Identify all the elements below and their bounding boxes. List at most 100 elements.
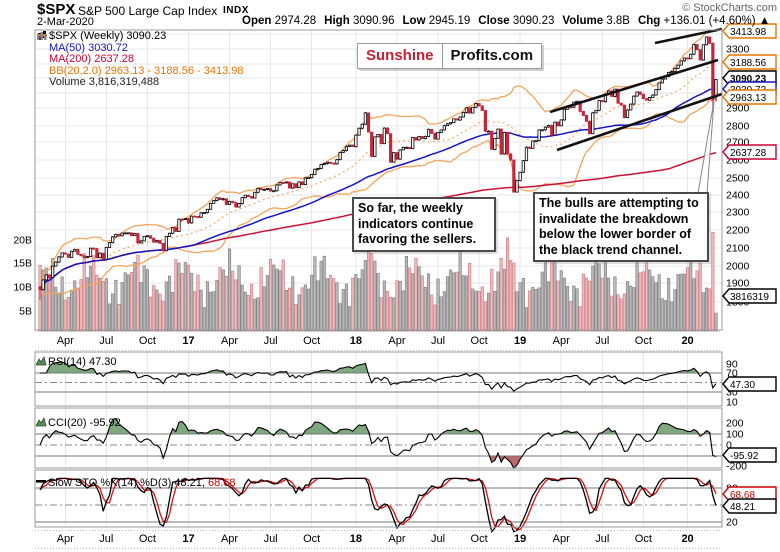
axis-tick-label: Jul [99,335,113,347]
axis-tick-label: 17 [182,335,194,347]
axis-tick-label: Oct [471,335,488,347]
axis-tick-label: Apr [388,335,405,347]
symbol-name: S&P 500 Large Cap Index [78,4,218,18]
svg-text:-95.92: -95.92 [730,451,759,462]
axis-tick-label: 70 [726,368,738,380]
axis-tick-label: Apr [57,533,74,545]
svg-text:2637.28: 2637.28 [730,148,767,159]
callout-wedge [697,100,715,194]
axis-tick-label: Jul [99,533,113,545]
axis-tick-label: 19 [514,533,526,545]
close-field: Close 3090.23 [478,15,555,27]
axis-tick-label: 20B [13,235,32,247]
svg-text:68.68: 68.68 [730,490,755,501]
axis-tick-label: 2000 [726,261,750,273]
axis-tick-label: 10B [13,282,32,294]
change-field: Chg +136.01 (+4.60%) ▲ [637,15,771,27]
svg-text:3090.23: 3090.23 [730,74,767,85]
axis-tick-label: 2800 [726,121,750,133]
panel-borders [34,29,723,549]
price-tag: 2637.28 [722,144,777,160]
axis-tick-label: Oct [635,335,652,347]
rsi-panel-label: RSI(14) 47.30 [36,356,116,368]
svg-text:3188.56: 3188.56 [730,58,767,69]
low-field: Low 2945.19 [402,15,471,27]
axis-tick-label: 20 [681,335,693,347]
cci-plot [35,417,722,470]
legend-volume-row: Volume 3,816,319,488 [37,32,243,89]
price-tag: 3188.56 [722,54,777,70]
copyright-label: © StockCharts.com [682,2,777,14]
axis-tick-label: Jul [595,533,609,545]
axis-tick-label: -200 [726,461,747,473]
candlesticks [38,36,718,300]
price-tag: 2963.13 [722,89,777,105]
open-field: Open 2974.28 [242,15,317,27]
logo-sunshine: Sunshine [366,47,434,64]
axis-tick-label: 0 [726,440,732,452]
axis-tick-label: 15B [13,258,32,270]
axis-tick-label: 20 [681,533,693,545]
axis-tick-label: 18 [350,335,362,347]
axis-tick-label: 2300 [726,207,750,219]
annotation-sellers: So far, the weekly indicators continue f… [352,197,496,252]
axis-tick-label: 200 [726,418,744,430]
axis-tick-label: Oct [139,533,156,545]
cci-panel-label: CCI(20) -95.92 [36,417,121,429]
axis-tick-label: Oct [303,335,320,347]
sto-plot [35,477,722,533]
axis-tick-label: 18 [350,533,362,545]
axis-tick-label: 30 [726,387,738,399]
axis-tick-label: 17 [182,533,194,545]
axis-tick-label: Oct [303,533,320,545]
axis-tick-label: 10 [726,397,738,409]
axis-tick-label: 3300 [726,44,750,56]
axis-tick-label: Oct [139,335,156,347]
price-tags: 3413.983188.563090.233030.722963.132637.… [722,23,777,514]
axis-tick-label: 20 [726,517,738,529]
axis-tick-label: 100 [726,429,744,441]
price-tag: 48.21 [722,498,777,514]
ohlc-summary: Open 2974.28 High 3090.96 Low 2945.19 Close… [242,15,778,27]
axis-tick-label: Apr [57,335,74,347]
axis-tick-label: Apr [388,533,405,545]
exchange-label: INDX [223,5,249,16]
axis-tick-label: Jul [595,335,609,347]
main-legend: $SPX (Weekly) 3090.23 MA(50) 3030.72 MA(… [37,30,243,89]
price-tag: -95.92 [722,447,777,463]
axis-tick-label: Jul [431,533,445,545]
axis-tick-label: 2200 [726,225,750,237]
high-field: High 3090.96 [324,15,395,27]
axis-tick-label: Apr [553,335,570,347]
svg-text:47.30: 47.30 [730,380,755,391]
axis-tick-label: Oct [471,533,488,545]
axis-tick-label: Apr [221,335,238,347]
price-tag: 47.30 [722,376,777,392]
svg-text:2963.13: 2963.13 [730,93,767,104]
axis-tick-label: Apr [221,533,238,545]
svg-text:3816319: 3816319 [730,292,769,303]
trend-channel [549,27,723,152]
symbol-title: $SPX [37,1,76,18]
sunshine-profits-logo: Sunshine Profits.com [357,43,543,69]
axis-tick-label: Oct [635,533,652,545]
axis-tick-label: Jul [431,335,445,347]
svg-text:48.21: 48.21 [730,502,755,513]
volume-bars [38,232,718,332]
price-tag: 3413.98 [722,23,777,39]
sto-panel-label: Slow STO %K(14) %D(3) 48.21, 68.68 [36,477,236,489]
axis-tick-label: 1900 [726,278,750,290]
annotation-bulls: The bulls are attempting to invalidate t… [533,192,709,262]
rsi-plot [35,361,722,393]
volume-field: Volume 3.8B [562,15,630,27]
axis-tick-label: Jul [264,533,278,545]
axis-tick-label: 90 [726,359,738,371]
price-tag: 3816319 [722,288,777,304]
axis-tick-label: 2100 [726,243,750,255]
axis-tick-label: 5B [19,306,32,318]
axis-tick-label: 19 [514,335,526,347]
axis-tick-label: 2900 [726,103,750,115]
logo-profits: Profits.com [441,44,542,68]
